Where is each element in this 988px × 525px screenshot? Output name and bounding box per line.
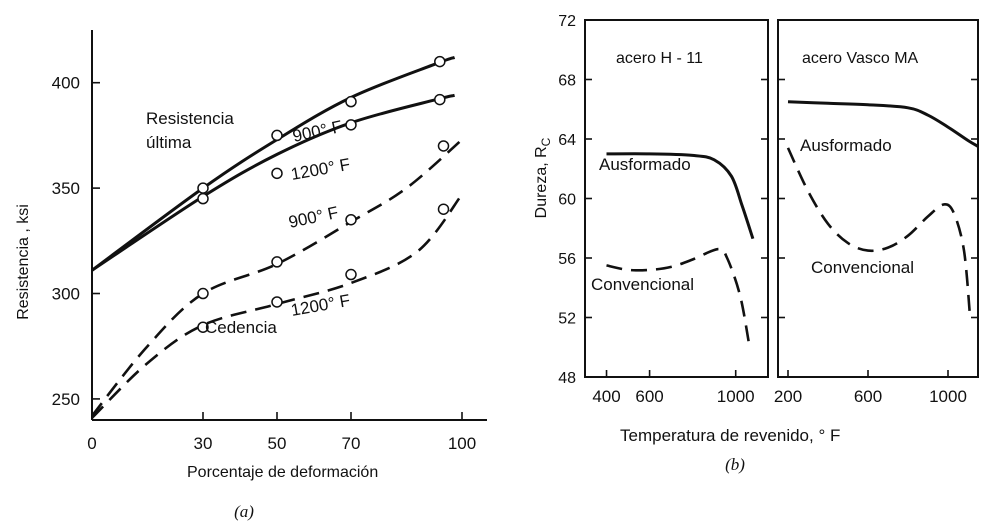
chart-a-c900-label: 900° F [287, 203, 340, 232]
chart-b-panel-1-ausformado-label: Ausformado [599, 155, 691, 174]
chart-a-ticks: 250 300 350 400 0 30 50 70 100 [52, 74, 477, 453]
chart-a-xtick-label-50: 50 [268, 434, 287, 453]
chart-a-series-3-point-2 [345, 268, 357, 281]
chart-b-panel-1-xtick-label-400: 400 [592, 387, 620, 406]
chart-b-xlabel: Temperatura de revenido, ° F [620, 426, 840, 445]
chart-b-panel-2-convencional-label: Convencional [811, 258, 914, 277]
chart-a-series-0-point-1 [271, 129, 283, 142]
chart-a-series-3-point-1 [271, 296, 283, 308]
chart-a-series-1-point-0 [197, 192, 209, 205]
chart-b-ytick-label-48: 48 [558, 370, 576, 387]
chart-b-ytick-label-72: 72 [558, 13, 576, 30]
chart-b-curves [606, 100, 979, 342]
chart-a-c1200-label: 1200° F [289, 291, 351, 320]
chart-a-ytick-label-300: 300 [52, 285, 80, 304]
chart-a-cedencia-label: Cedencia [205, 318, 277, 337]
chart-a-ylabel: Resistencia , ksi [15, 204, 32, 320]
chart-a-series-1-point-3 [434, 93, 446, 106]
chart-a-series-3-point-3 [437, 203, 450, 215]
chart-b-panel-2-series-0 [787, 100, 979, 148]
chart-b-caption: (b) [725, 455, 745, 474]
chart-a-ytick-label-350: 350 [52, 179, 80, 198]
chart-a-series-3-point-0 [197, 321, 209, 333]
chart-a-series-2 [90, 138, 463, 417]
chart-b-panel-2-xtick-label-600: 600 [854, 387, 882, 406]
chart-b-ticks: 48 52 56 60 64 68 72 400 600 1000 200 600 1000 [558, 13, 978, 406]
chart-b-ytick-label-60: 60 [558, 192, 576, 209]
chart-b-panel-2-series-1 [786, 147, 972, 317]
chart-b-panel-1-series-1 [606, 247, 750, 342]
chart-b-panel-1-xtick-label-1000: 1000 [717, 387, 755, 406]
chart-a-series-2-point-1 [271, 256, 283, 268]
chart-a-markers [197, 55, 450, 333]
chart-a-xtick-label-30: 30 [194, 434, 213, 453]
chart-b-panel-2-frame [777, 19, 979, 378]
chart-a-series-1-point-2 [345, 119, 357, 131]
chart-a: 250 300 350 400 0 30 50 70 100 Resistencia últim… [15, 30, 487, 521]
chart-b-ytick-label-64: 64 [558, 132, 576, 149]
chart-a-series-3 [91, 193, 464, 419]
chart-b-panel-2-xtick-label-1000: 1000 [929, 387, 967, 406]
chart-a-xtick-label-70: 70 [342, 434, 361, 453]
chart-a-ultima-label-1: Resistencia [146, 109, 234, 128]
chart-a-series-0-point-2 [345, 95, 357, 108]
chart-b-panel-1-xtick-label-600: 600 [635, 387, 663, 406]
chart-b-ytick-label-52: 52 [558, 311, 576, 328]
chart-a-series-2-point-0 [197, 287, 209, 300]
chart-b-ylabel: Dureza, RC [533, 137, 553, 218]
chart-b-panel-2-ausformado-label: Ausformado [800, 136, 892, 155]
chart-a-ytick-label-400: 400 [52, 74, 80, 93]
chart-a-xlabel: Porcentaje de deformación [187, 464, 378, 481]
chart-b: 48 52 56 60 64 68 72 400 600 1000 200 600 1000 acero… [533, 13, 979, 474]
chart-a-series-1-point-1 [271, 167, 283, 180]
chart-a-series-0 [91, 55, 456, 272]
chart-a-series-2-point-2 [345, 213, 357, 226]
chart-a-series-0-point-3 [434, 55, 446, 68]
chart-a-ultima-label-2: última [146, 133, 192, 152]
chart-b-panel-1-convencional-label: Convencional [591, 275, 694, 294]
chart-a-ytick-label-250: 250 [52, 390, 80, 409]
chart-b-panel-2-xtick-label-200: 200 [774, 387, 802, 406]
chart-a-xtick-label-100: 100 [448, 434, 476, 453]
chart-a-u1200-label: 1200° F [289, 155, 351, 184]
chart-b-ytick-label-56: 56 [558, 251, 576, 268]
chart-b-ytick-label-68: 68 [558, 73, 576, 90]
chart-b-panel-2-title: acero Vasco MA [802, 50, 919, 67]
chart-a-caption: (a) [234, 502, 254, 521]
chart-b-panel-1-title: acero H - 11 [616, 50, 703, 67]
chart-a-u900-label: 900° F [291, 117, 344, 146]
chart-b-panel-1-series-0 [606, 152, 755, 240]
chart-a-xtick-label-0: 0 [87, 434, 96, 453]
chart-a-series-0-point-0 [197, 182, 209, 194]
chart-a-series-2-point-3 [437, 140, 450, 152]
